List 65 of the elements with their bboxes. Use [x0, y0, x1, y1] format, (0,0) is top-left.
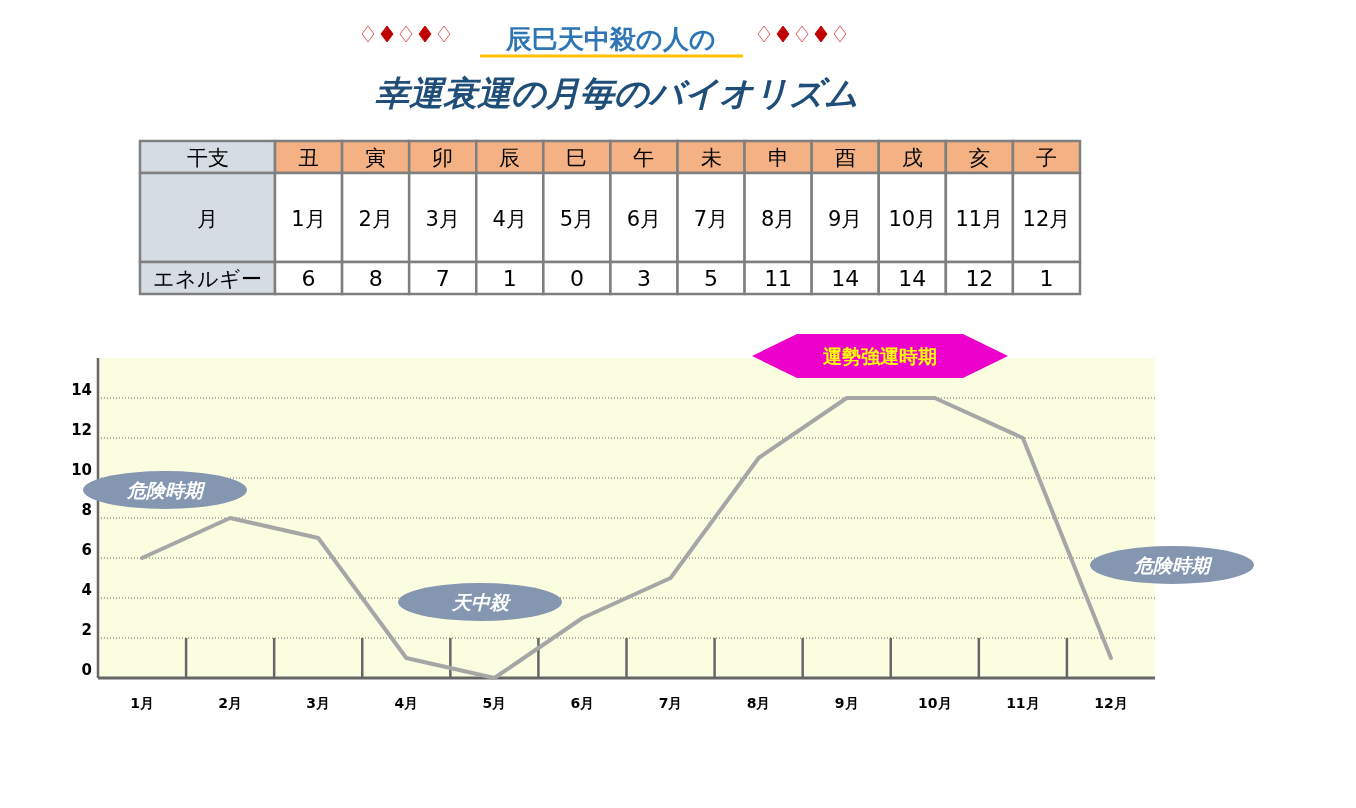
data-label: 7 — [435, 266, 450, 291]
text: 巳 — [566, 146, 588, 170]
x-tick-label: 10月 — [888, 206, 937, 231]
chart-subtitle: 幸運衰運の月毎のバイオリズム — [375, 73, 859, 113]
x-tick-label: 12月 — [1022, 206, 1071, 231]
x-tick-label: 3月 — [425, 206, 460, 231]
x-tick-label: 1月 — [291, 206, 326, 231]
data-label: 0 — [569, 266, 584, 291]
x-tick-label: 8月 — [760, 206, 796, 231]
y-tick-label: エネルギー — [153, 267, 262, 291]
annotation: 運勢強運時期 — [822, 345, 937, 367]
y-tick-label: 8 — [81, 501, 92, 519]
x-tick-label: 12月 — [1094, 695, 1128, 711]
annotation: 危険時期 — [1133, 554, 1213, 576]
y-tick-label: 6 — [81, 541, 92, 559]
x-tick-label: 11月 — [1006, 695, 1040, 711]
x-tick-label: 4月 — [492, 206, 527, 231]
data-label: 6 — [301, 266, 316, 291]
text: 午 — [633, 146, 655, 170]
data-label: 1 — [1039, 266, 1054, 291]
data-label: 11 — [764, 266, 793, 291]
y-tick-label: 10 — [71, 461, 92, 479]
data-label: 8 — [368, 266, 383, 291]
chart-title: 辰巳天中殺の人の — [505, 24, 716, 54]
x-tick-label: 6月 — [626, 206, 662, 231]
text: 戌 — [901, 146, 923, 170]
text: 酉 — [834, 146, 856, 170]
text: 寅 — [365, 146, 387, 170]
data-label: 5 — [704, 266, 719, 291]
x-tick-label: 4月 — [394, 695, 419, 711]
x-tick-label: 7月 — [658, 695, 683, 711]
x-tick-label: 8月 — [746, 695, 771, 711]
x-tick-label: 9月 — [834, 695, 859, 711]
x-axis-title: 月 — [197, 206, 218, 231]
annotation: 危険時期 — [126, 479, 206, 501]
x-tick-label: 5月 — [482, 695, 507, 711]
x-tick-label: 10月 — [918, 695, 952, 711]
text: 未 — [700, 146, 722, 170]
data-label: 14 — [898, 266, 927, 291]
text: 申 — [767, 146, 789, 170]
data-label: 3 — [636, 266, 651, 291]
y-tick-label: 2 — [81, 621, 92, 639]
x-tick-label: 11月 — [955, 206, 1004, 231]
x-tick-label: 6月 — [570, 695, 595, 711]
x-tick-label: 9月 — [828, 206, 863, 231]
y-tick-label: 12 — [71, 421, 92, 439]
text: 卯 — [432, 146, 454, 170]
y-tick-label: 4 — [81, 581, 92, 599]
x-tick-label: 2月 — [358, 206, 393, 231]
text: 丑 — [298, 146, 320, 170]
annotation: 天中殺 — [450, 591, 512, 613]
data-label: 1 — [502, 266, 517, 291]
x-tick-label: 5月 — [559, 206, 595, 231]
x-tick-label: 2月 — [218, 695, 242, 711]
text: 干支 — [186, 146, 229, 170]
text: 子 — [1035, 146, 1057, 170]
y-tick-label: 0 — [81, 661, 92, 679]
data-label: 12 — [965, 266, 994, 291]
x-tick-label: 3月 — [306, 695, 331, 711]
text: 辰 — [499, 146, 521, 170]
x-tick-label: 7月 — [693, 206, 729, 231]
data-label: 14 — [831, 266, 860, 291]
text: 亥 — [968, 146, 990, 170]
x-tick-label: 1月 — [130, 695, 154, 711]
y-tick-label: 14 — [71, 381, 92, 399]
